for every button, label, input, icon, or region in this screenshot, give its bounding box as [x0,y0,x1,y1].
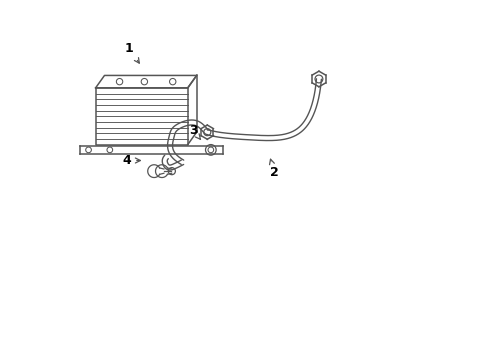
Text: 4: 4 [122,154,140,167]
Text: 1: 1 [124,42,139,63]
Text: 3: 3 [188,124,200,139]
Text: 2: 2 [269,159,279,179]
